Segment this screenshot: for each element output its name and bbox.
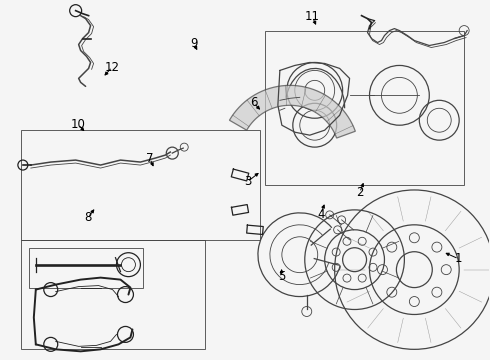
Text: 11: 11 (305, 10, 320, 23)
Text: 4: 4 (317, 208, 324, 221)
Text: 6: 6 (250, 96, 258, 109)
Text: 1: 1 (455, 252, 463, 265)
Text: 12: 12 (105, 60, 120, 73)
Bar (265, 31, 464, 185)
Text: 3: 3 (244, 175, 251, 188)
Bar (21, 130, 260, 240)
Text: 5: 5 (278, 270, 285, 283)
Text: 10: 10 (71, 118, 85, 131)
Bar (29, 248, 144, 288)
Text: 8: 8 (84, 211, 92, 224)
Text: 7: 7 (146, 152, 153, 165)
Text: 2: 2 (356, 186, 364, 199)
Text: 9: 9 (190, 37, 197, 50)
Bar (21, 240, 205, 349)
Polygon shape (229, 85, 355, 138)
